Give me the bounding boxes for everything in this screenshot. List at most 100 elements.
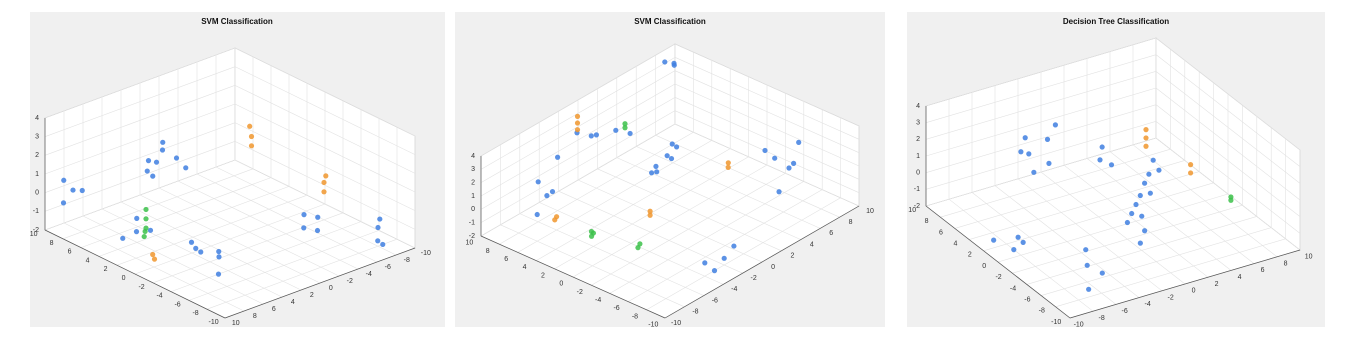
- point: [674, 144, 680, 150]
- y-tick-label: -4: [366, 271, 372, 278]
- grid-line: [1040, 171, 1186, 285]
- x-tick-label: -4: [156, 293, 162, 300]
- point: [535, 179, 541, 185]
- point: [1143, 127, 1149, 133]
- z-tick-label: 0: [471, 206, 475, 213]
- point: [1146, 171, 1152, 177]
- grid-line: [480, 57, 676, 170]
- grid-line: [1155, 71, 1301, 184]
- x-tick-label: 10: [30, 231, 38, 238]
- point: [702, 260, 708, 266]
- grid-line: [234, 159, 416, 249]
- point: [1097, 157, 1103, 163]
- point: [1084, 262, 1090, 268]
- point: [1044, 136, 1051, 142]
- grid-line: [948, 198, 1094, 312]
- point: [120, 235, 126, 241]
- grid-line: [158, 187, 340, 277]
- point: [574, 120, 581, 126]
- y-tick-label: -4: [731, 286, 737, 293]
- grid-line: [44, 103, 236, 175]
- x-tick-label: -6: [613, 305, 619, 312]
- point: [314, 227, 321, 234]
- point: [1139, 213, 1145, 219]
- grid-line: [120, 201, 302, 291]
- point: [664, 153, 670, 159]
- x-tick-label: -10: [209, 319, 219, 326]
- x-tick-label: -10: [1051, 319, 1061, 326]
- grid-line: [674, 83, 860, 167]
- grid-line: [234, 85, 416, 174]
- point: [150, 251, 156, 258]
- x-tick-label: 0: [122, 275, 126, 282]
- chart-title: Decision Tree Classification: [1063, 17, 1169, 26]
- axis-line: [925, 205, 1071, 319]
- point: [159, 147, 166, 153]
- x-tick-label: -2: [138, 284, 144, 291]
- grid-line: [234, 47, 416, 137]
- point: [796, 139, 802, 145]
- point: [1228, 194, 1234, 200]
- x-tick-label: -8: [632, 313, 638, 320]
- grid-line: [234, 103, 416, 193]
- x-tick-label: -6: [1024, 297, 1030, 304]
- y-tick-label: 10: [866, 208, 874, 215]
- y-tick-label: 4: [291, 299, 295, 306]
- z-tick-label: 2: [916, 136, 920, 143]
- point: [248, 133, 255, 140]
- grid-line: [994, 185, 1140, 298]
- y-tick-label: 8: [1284, 260, 1288, 267]
- point: [725, 164, 731, 170]
- point: [613, 127, 619, 133]
- point: [1083, 247, 1089, 253]
- grid-line: [674, 43, 860, 127]
- point: [79, 187, 85, 194]
- point: [731, 243, 737, 249]
- point: [183, 165, 189, 171]
- z-tick-label: 3: [916, 120, 920, 127]
- point: [61, 177, 67, 183]
- x-tick-label: 4: [523, 264, 527, 271]
- point: [216, 254, 222, 260]
- y-tick-label: 2: [790, 253, 794, 260]
- grid-line: [1086, 158, 1232, 271]
- point: [1020, 239, 1026, 245]
- chart-title: SVM Classification: [201, 17, 273, 26]
- y-tick-label: 0: [771, 264, 775, 271]
- axis-line: [44, 229, 226, 319]
- grid-line: [616, 157, 801, 240]
- point: [786, 165, 792, 171]
- x-tick-label: -6: [174, 301, 180, 308]
- grid-line: [1109, 151, 1255, 264]
- y-tick-label: -6: [1122, 308, 1128, 315]
- x-tick-label: -4: [595, 297, 601, 304]
- point: [173, 155, 180, 161]
- point: [1046, 160, 1052, 166]
- x-tick-label: 10: [908, 207, 916, 214]
- x-tick-label: 6: [939, 229, 943, 236]
- y-tick-label: 4: [1238, 274, 1242, 281]
- x-tick-label: 6: [504, 256, 508, 263]
- y-tick-label: 8: [253, 313, 257, 320]
- point: [70, 187, 76, 193]
- axis-line: [664, 205, 860, 319]
- point: [549, 188, 556, 195]
- grid-line: [674, 57, 860, 140]
- y-tick-label: -10: [671, 320, 681, 327]
- grid-line: [44, 66, 236, 137]
- point: [534, 211, 540, 218]
- x-tick-label: 4: [86, 257, 90, 264]
- grid-line: [1063, 164, 1209, 278]
- point: [552, 217, 558, 223]
- point: [991, 237, 997, 243]
- y-tick-label: -8: [404, 257, 410, 264]
- grid-line: [215, 166, 397, 256]
- y-tick-label: -6: [712, 297, 718, 304]
- z-tick-label: -2: [33, 227, 39, 234]
- grid-line: [674, 123, 860, 207]
- point: [721, 255, 727, 261]
- grid-line: [925, 54, 1157, 123]
- point: [375, 238, 381, 244]
- point: [1031, 169, 1037, 175]
- grid-line: [82, 215, 264, 305]
